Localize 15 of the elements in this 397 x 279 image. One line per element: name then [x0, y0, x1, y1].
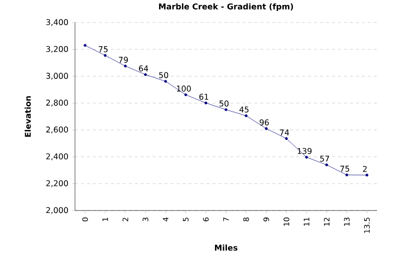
point	[224, 108, 228, 112]
point	[184, 94, 188, 96]
point	[305, 156, 308, 159]
point	[204, 102, 208, 105]
point	[366, 174, 368, 177]
point	[325, 164, 328, 166]
point	[264, 127, 268, 130]
point	[144, 73, 147, 76]
point	[244, 114, 248, 118]
point	[124, 64, 127, 68]
point	[104, 54, 107, 58]
point	[345, 174, 348, 177]
point	[84, 44, 86, 47]
point	[285, 137, 288, 140]
point	[164, 80, 167, 83]
